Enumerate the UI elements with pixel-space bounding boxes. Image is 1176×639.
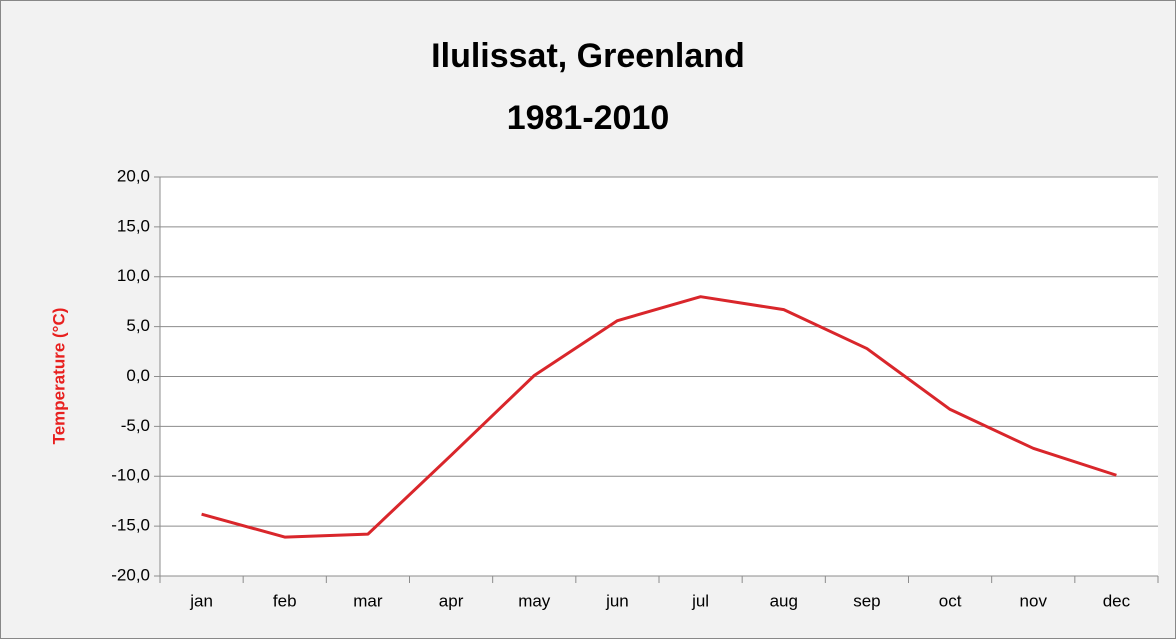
x-tick-label: may: [518, 591, 551, 610]
y-tick-label: -15,0: [111, 516, 150, 535]
y-tick-label: -10,0: [111, 466, 150, 485]
y-tick-label: 20,0: [117, 166, 150, 185]
x-tick-label: jun: [605, 591, 629, 610]
x-tick-label: aug: [770, 591, 798, 610]
x-tick-label: feb: [273, 591, 297, 610]
y-tick-label: -5,0: [121, 416, 150, 435]
x-tick-label: jul: [691, 591, 709, 610]
x-tick-label: oct: [939, 591, 962, 610]
y-tick-label: 5,0: [126, 316, 150, 335]
x-tick-label: apr: [439, 591, 464, 610]
y-tick-label: 15,0: [117, 216, 150, 235]
y-tick-label: 10,0: [117, 266, 150, 285]
x-tick-label: sep: [853, 591, 880, 610]
x-tick-label: jan: [189, 591, 213, 610]
x-tick-label: mar: [353, 591, 383, 610]
y-tick-label: 0,0: [126, 366, 150, 385]
y-axis-label: Temperature (°C): [49, 308, 68, 445]
x-tick-label: dec: [1103, 591, 1131, 610]
data-line: [201, 295, 1117, 539]
chart-subtitle: 1981-2010: [507, 99, 670, 137]
x-tick-label: nov: [1020, 591, 1048, 610]
y-tick-label: -20,0: [111, 565, 150, 584]
chart-title: Ilulissat, Greenland: [431, 37, 745, 75]
